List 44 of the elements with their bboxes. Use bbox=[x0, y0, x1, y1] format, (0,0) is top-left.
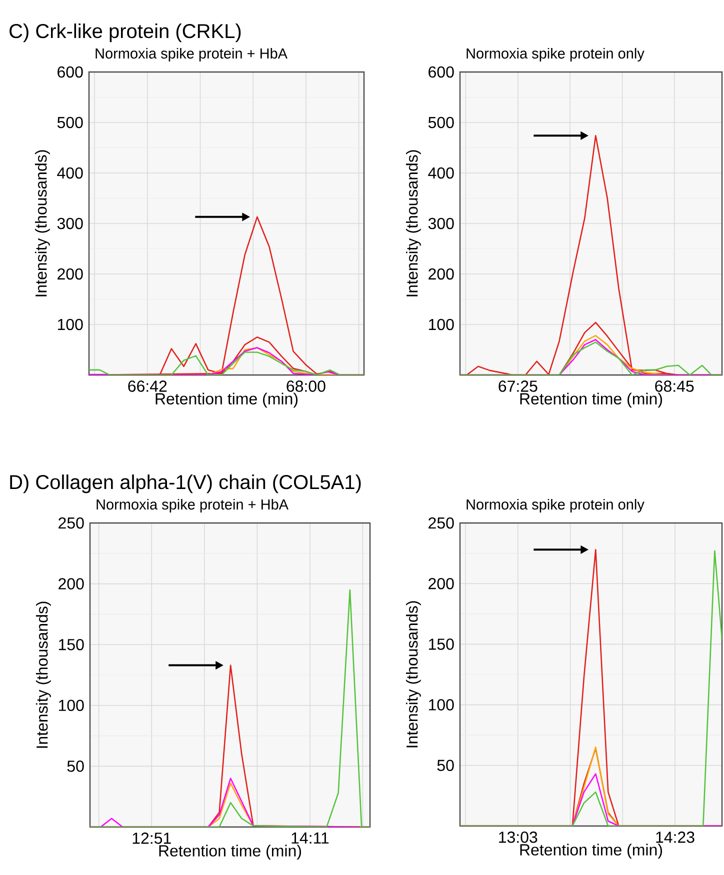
chart-title: D) Collagen alpha-1(V) chain (COL5A1) bbox=[10, 474, 361, 494]
y-tick-label: 500 bbox=[428, 116, 454, 128]
y-tick-label: 150 bbox=[429, 638, 454, 650]
y-tick-label: 50 bbox=[67, 760, 84, 772]
x-tick-label: 68:45 bbox=[655, 380, 694, 392]
y-tick-label: 300 bbox=[57, 218, 83, 230]
x-tick-label: 13:03 bbox=[499, 832, 538, 843]
y-tick-label: 600 bbox=[58, 66, 83, 78]
y-axis-title: Intensity (thousands) bbox=[34, 150, 50, 296]
chart-title: C) Crk-like protein (CRKL) bbox=[10, 24, 241, 42]
y-tick-label: 250 bbox=[428, 517, 454, 529]
chart-subtitle: Normoxia spike protein only bbox=[466, 498, 644, 512]
y-tick-label: 200 bbox=[428, 578, 454, 590]
chart-subtitle: Normoxia spike protein + HbA bbox=[96, 498, 288, 512]
y-tick-label: 150 bbox=[58, 638, 84, 650]
y-tick-label: 200 bbox=[58, 268, 83, 280]
x-tick-label: 14:11 bbox=[292, 832, 329, 844]
y-axis-title: Intensity (thousands) bbox=[36, 602, 51, 748]
y-tick-label: 200 bbox=[58, 578, 84, 590]
chart-subtitle: Normoxia spike protein only bbox=[466, 48, 644, 62]
y-tick-label: 100 bbox=[58, 318, 83, 330]
y-tick-label: 600 bbox=[428, 66, 454, 78]
y-tick-label: 50 bbox=[437, 760, 454, 772]
chart-subtitle: Normoxia spike protein + HbA bbox=[96, 48, 288, 62]
y-tick-label: 100 bbox=[429, 318, 454, 330]
y-tick-label: 300 bbox=[428, 218, 454, 230]
y-tick-label: 250 bbox=[58, 517, 84, 529]
x-tick-label: 14:23 bbox=[656, 832, 694, 843]
y-tick-label: 100 bbox=[58, 700, 84, 712]
x-tick-label: 67:25 bbox=[498, 380, 538, 392]
x-tick-label: 68:00 bbox=[286, 380, 326, 392]
x-tick-label: 66:42 bbox=[128, 380, 167, 392]
y-tick-label: 400 bbox=[428, 167, 454, 179]
y-tick-label: 400 bbox=[57, 167, 83, 179]
y-axis-title: Intensity (thousands) bbox=[406, 601, 421, 748]
y-tick-label: 100 bbox=[429, 699, 454, 710]
x-axis-title: Retention time (min) bbox=[520, 844, 662, 859]
x-axis-title: Retention time (min) bbox=[520, 392, 662, 408]
y-tick-label: 500 bbox=[57, 116, 83, 128]
y-tick-label: 200 bbox=[428, 268, 454, 280]
x-axis-title: Retention time (min) bbox=[159, 844, 301, 860]
y-axis-title: Intensity (thousands) bbox=[406, 150, 421, 296]
x-tick-label: 12:51 bbox=[132, 832, 171, 844]
x-axis-title: Retention time (min) bbox=[156, 392, 298, 408]
